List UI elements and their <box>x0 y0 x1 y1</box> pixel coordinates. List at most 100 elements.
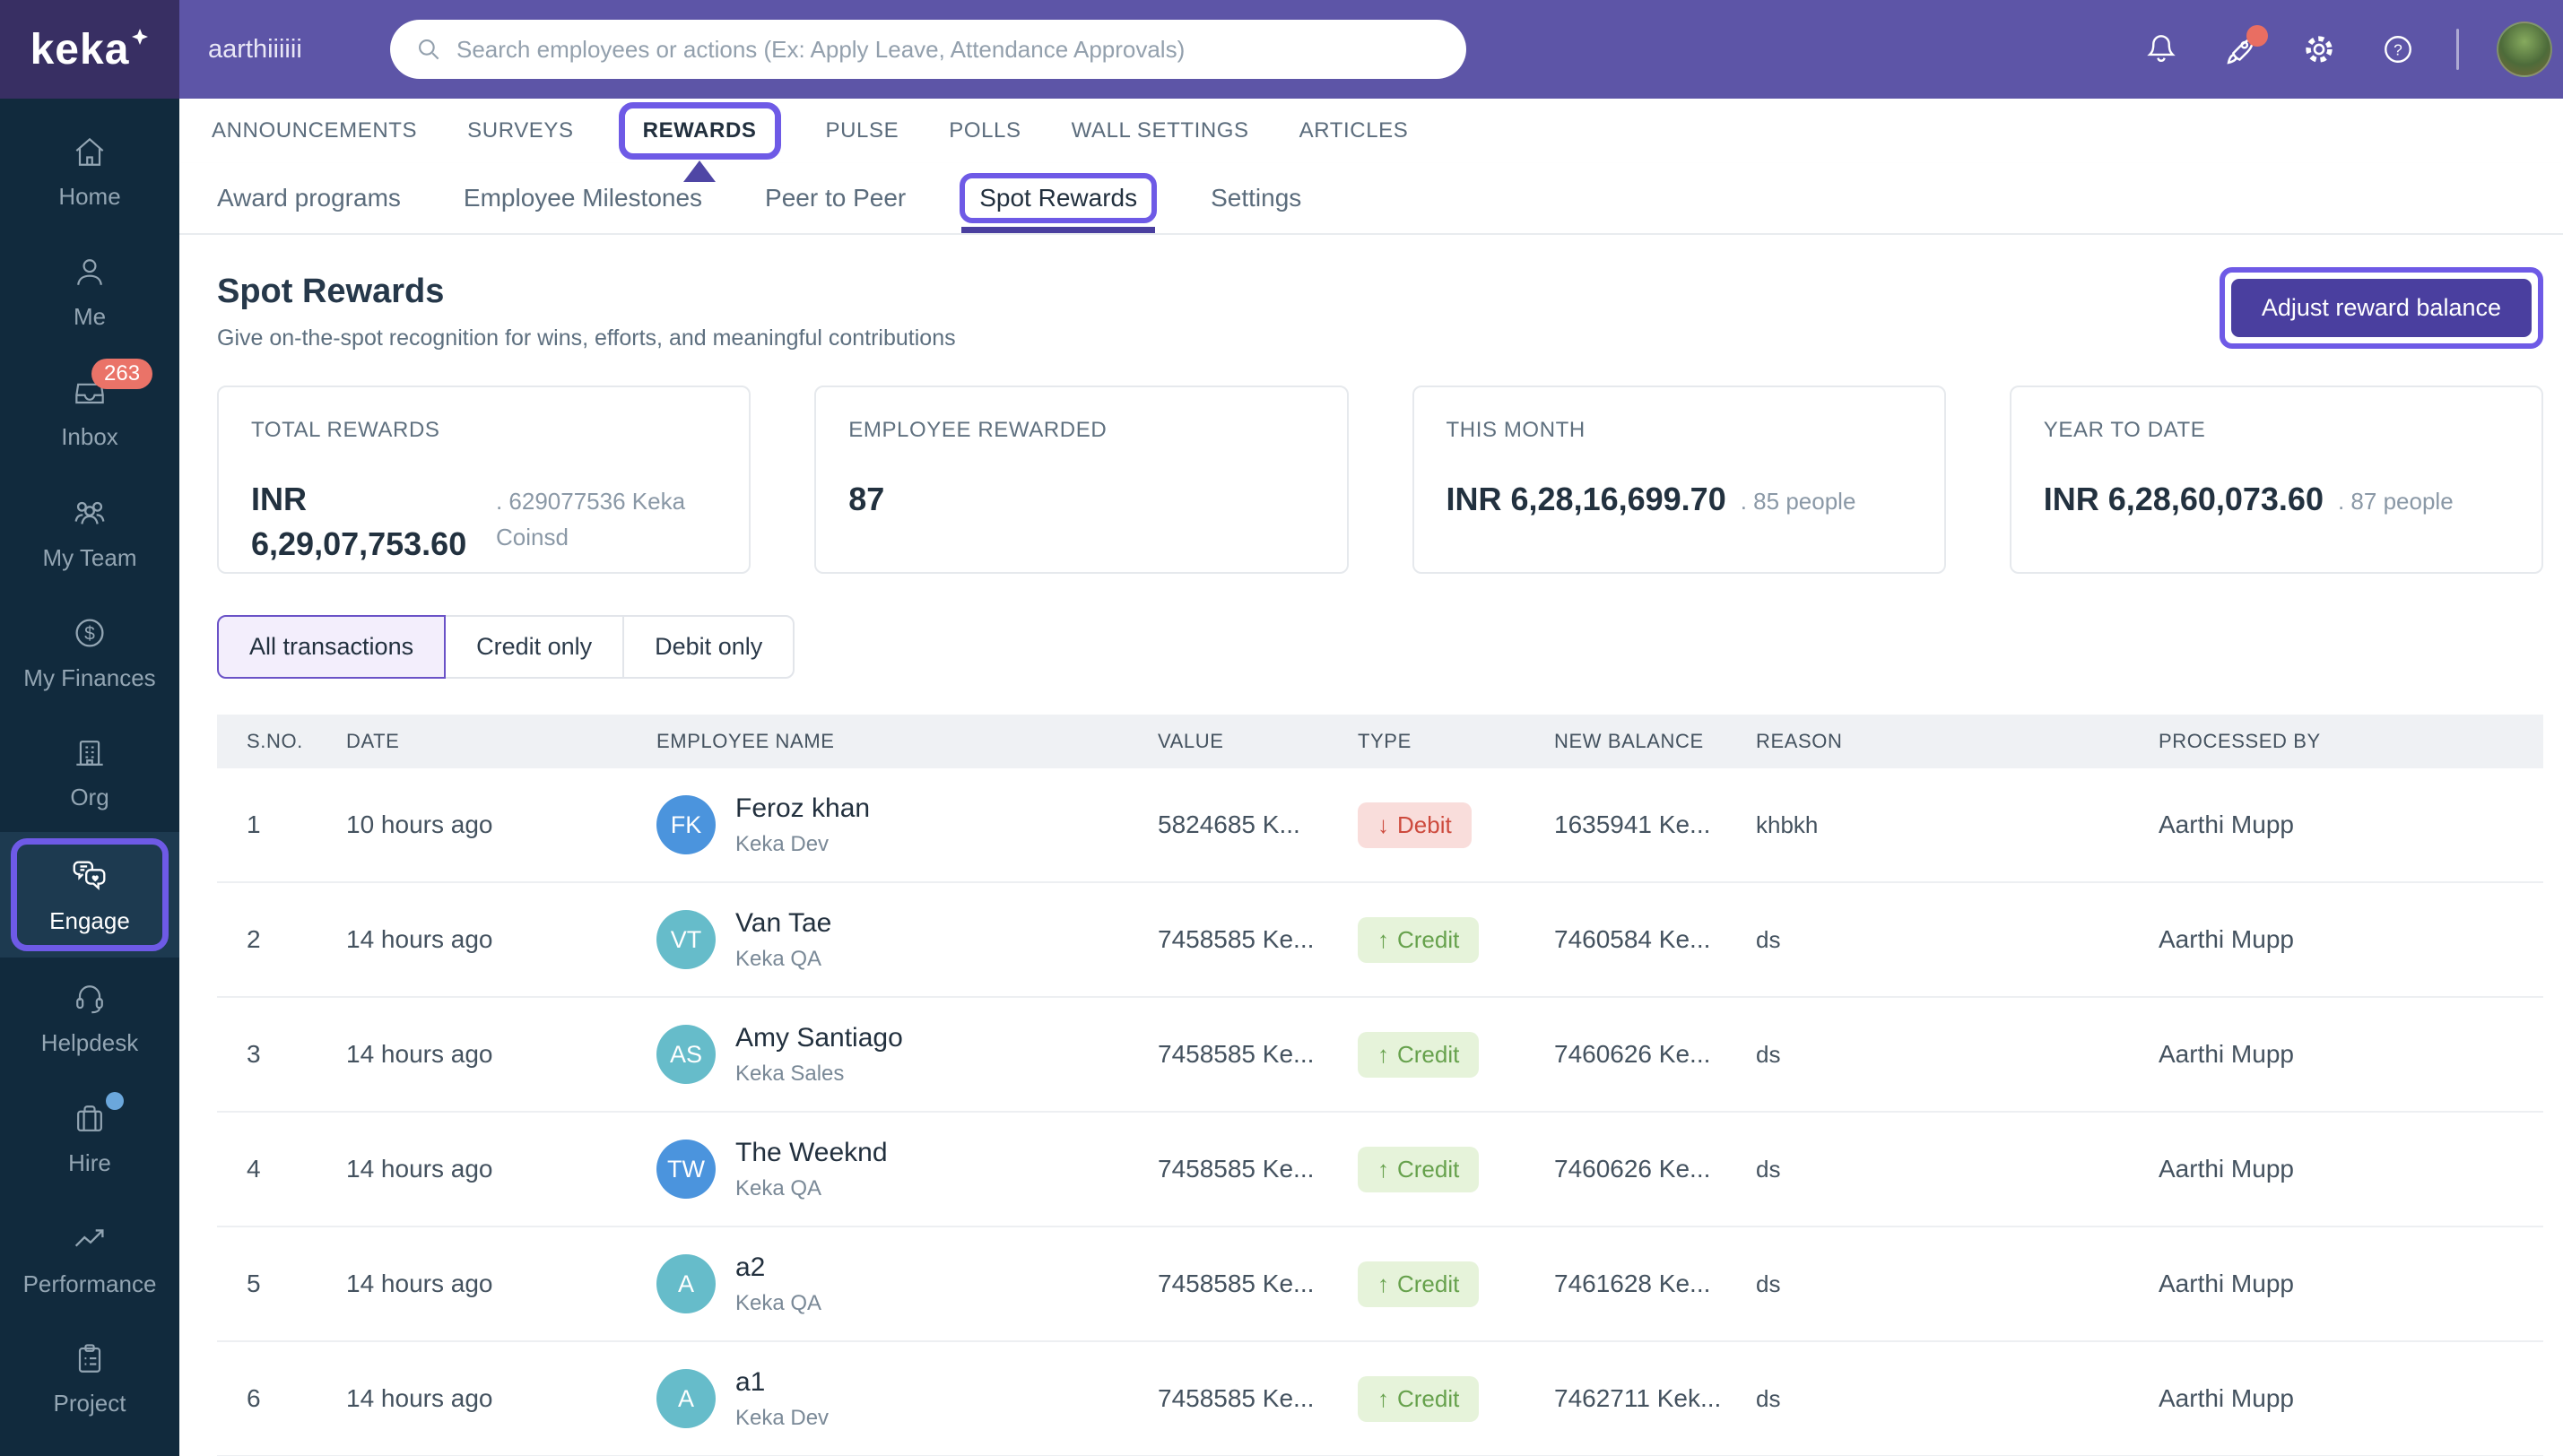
col-processed-by: PROCESSED BY <box>2159 730 2321 752</box>
settings-gear-icon[interactable] <box>2298 29 2340 70</box>
keka-logo-text: keka <box>30 25 130 74</box>
row-employee[interactable]: A a1 Keka Dev <box>656 1367 1158 1431</box>
sidebar-item-engage[interactable]: Engage <box>0 832 179 958</box>
sidebar-item-hire[interactable]: Hire <box>0 1078 179 1198</box>
sidebar-item-home[interactable]: Home <box>0 111 179 231</box>
row-employee[interactable]: FK Feroz khan Keka Dev <box>656 793 1158 857</box>
subtab-peer-to-peer[interactable]: Peer to Peer <box>765 184 907 212</box>
stat-card-employee-rewarded: EMPLOYEE REWARDED 87 <box>814 386 1349 574</box>
row-reason: ds <box>1756 1270 1781 1297</box>
svg-text:?: ? <box>2394 40 2402 58</box>
whats-new-rocket-icon[interactable] <box>2220 25 2268 70</box>
avatar-initials: VT <box>670 925 702 953</box>
row-date: 14 hours ago <box>346 925 493 953</box>
row-employee[interactable]: A a2 Keka QA <box>656 1252 1158 1316</box>
search-input[interactable] <box>456 35 1443 64</box>
sidebar-item-org[interactable]: Org <box>0 712 179 832</box>
sidebar-item-label: Project <box>53 1389 126 1417</box>
engage-icon <box>73 861 106 890</box>
sidebar-item-me[interactable]: Me <box>0 231 179 351</box>
sidebar-item-partial[interactable] <box>0 1438 179 1456</box>
filter-debit-only[interactable]: Debit only <box>622 615 795 679</box>
row-date: 14 hours ago <box>346 1040 493 1068</box>
row-date: 14 hours ago <box>346 1384 493 1412</box>
avatar: TW <box>656 1140 716 1199</box>
avatar: AS <box>656 1025 716 1084</box>
tab-announcements[interactable]: ANNOUNCEMENTS <box>212 118 418 143</box>
row-date: 14 hours ago <box>346 1270 493 1297</box>
table-row: 2 14 hours ago VT Van Tae Keka QA 745858… <box>217 883 2543 998</box>
row-balance: 7462711 Kek... <box>1554 1384 1722 1412</box>
table-row: 6 14 hours ago A a1 Keka Dev 7458585 Ke.… <box>217 1342 2543 1456</box>
row-sno: 2 <box>247 925 261 953</box>
tab-articles[interactable]: ARTICLES <box>1299 118 1409 143</box>
row-reason: ds <box>1756 1384 1781 1412</box>
sidebar-item-label: Engage <box>49 906 130 934</box>
employee-name: Amy Santiago <box>735 1022 903 1053</box>
row-employee[interactable]: AS Amy Santiago Keka Sales <box>656 1023 1158 1087</box>
row-processed-by: Aarthi Mupp <box>2159 810 2294 838</box>
avatar: FK <box>656 795 716 854</box>
row-sno: 5 <box>247 1270 261 1297</box>
type-badge-credit: Credit <box>1358 1261 1480 1307</box>
user-avatar[interactable] <box>2497 22 2552 77</box>
avatar: VT <box>656 910 716 969</box>
credit-arrow-icon <box>1377 926 1389 954</box>
row-sno: 1 <box>247 810 261 838</box>
sidebar-item-my-team[interactable]: My Team <box>0 472 179 592</box>
sidebar-item-project[interactable]: Project <box>0 1318 179 1438</box>
tab-wall-settings[interactable]: WALL SETTINGS <box>1071 118 1249 143</box>
stat-card-total-rewards: TOTAL REWARDS INR 6,29,07,753.60 . 62907… <box>217 386 752 574</box>
adjust-reward-balance-button[interactable]: Adjust reward balance <box>2230 279 2532 337</box>
subtab-spot-rewards[interactable]: Spot Rewards <box>960 163 1158 233</box>
employee-name: a2 <box>735 1252 766 1282</box>
subtab-award-programs[interactable]: Award programs <box>217 184 401 212</box>
sidebar-item-label: Me <box>73 302 107 330</box>
row-processed-by: Aarthi Mupp <box>2159 1040 2294 1068</box>
tab-pulse[interactable]: PULSE <box>825 118 899 143</box>
helpdesk-icon <box>76 984 103 1013</box>
sidebar-item-inbox[interactable]: 263 Inbox <box>0 351 179 472</box>
keka-spark-icon <box>132 29 149 45</box>
spot-rewards-content: Spot Rewards Give on-the-spot recognitio… <box>179 235 2563 1456</box>
employee-dept: Keka Dev <box>735 1405 830 1430</box>
row-value: 7458585 Ke... <box>1158 925 1315 953</box>
row-processed-by: Aarthi Mupp <box>2159 925 2294 953</box>
page-title: Spot Rewards <box>217 273 445 310</box>
annotation-highlight-spot-rewards: Spot Rewards <box>960 173 1158 223</box>
annotation-highlight-adjust-button: Adjust reward balance <box>2219 267 2543 349</box>
filter-all-transactions[interactable]: All transactions <box>217 615 447 679</box>
subtab-settings[interactable]: Settings <box>1211 184 1302 212</box>
stats-cards: TOTAL REWARDS INR 6,29,07,753.60 . 62907… <box>217 386 2543 574</box>
col-new-balance: NEW BALANCE <box>1554 730 1704 752</box>
sidebar-item-label: Performance <box>22 1270 157 1297</box>
credit-arrow-icon <box>1377 1385 1389 1413</box>
col-value: VALUE <box>1158 730 1224 752</box>
tab-rewards[interactable]: REWARDS <box>642 118 757 143</box>
sidebar-item-helpdesk[interactable]: Helpdesk <box>0 958 179 1078</box>
help-icon[interactable]: ? <box>2377 29 2419 70</box>
sidebar-item-label: Inbox <box>61 422 118 450</box>
row-balance: 7460626 Ke... <box>1554 1040 1711 1068</box>
row-employee[interactable]: VT Van Tae Keka QA <box>656 908 1158 972</box>
current-user-name: aarthiiiiii <box>208 34 302 64</box>
stat-label: THIS MONTH <box>1446 418 1586 442</box>
row-employee[interactable]: TW The Weeknd Keka QA <box>656 1138 1158 1201</box>
avatar: A <box>656 1254 716 1313</box>
hire-briefcase-icon <box>77 1105 102 1131</box>
sidebar-item-my-finances[interactable]: $ My Finances <box>0 592 179 712</box>
avatar: A <box>656 1369 716 1428</box>
avatar-initials: A <box>677 1384 694 1412</box>
team-icon <box>74 501 105 524</box>
row-value: 7458585 Ke... <box>1158 1270 1315 1297</box>
subtab-employee-milestones[interactable]: Employee Milestones <box>463 184 703 212</box>
row-processed-by: Aarthi Mupp <box>2159 1384 2294 1412</box>
tab-surveys[interactable]: SURVEYS <box>467 118 574 143</box>
notifications-bell-icon[interactable] <box>2141 29 2182 70</box>
sidebar-item-performance[interactable]: Performance <box>0 1198 179 1318</box>
filter-credit-only[interactable]: Credit only <box>444 615 625 679</box>
keka-logo[interactable]: keka <box>0 0 179 99</box>
annotation-highlight-rewards: REWARDS <box>618 102 781 160</box>
row-value: 7458585 Ke... <box>1158 1155 1315 1183</box>
tab-polls[interactable]: POLLS <box>949 118 1021 143</box>
